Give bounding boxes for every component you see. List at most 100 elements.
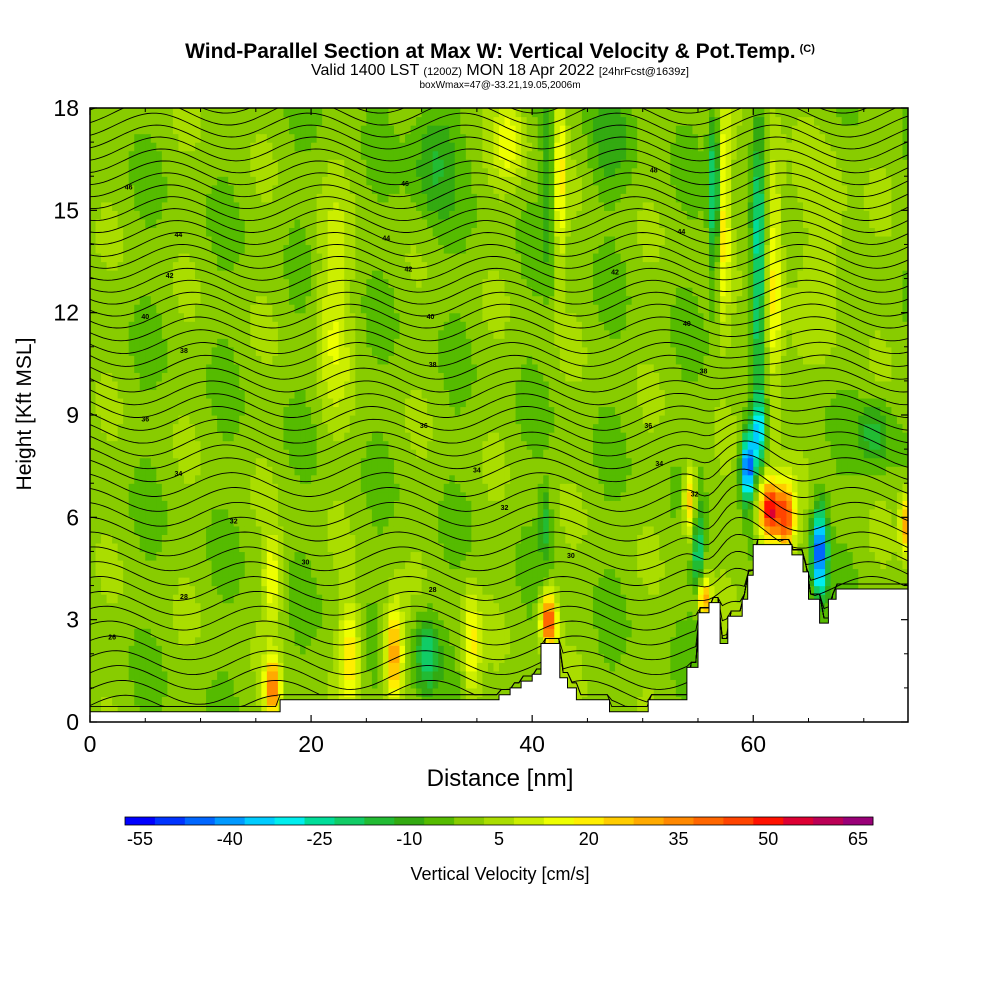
velocity-cell — [222, 474, 229, 484]
velocity-cell — [128, 568, 135, 578]
velocity-cell — [322, 491, 329, 501]
velocity-cell — [819, 491, 826, 501]
velocity-cell — [416, 611, 423, 621]
velocity-cell — [255, 662, 262, 672]
velocity-cell — [592, 500, 600, 510]
velocity-cell — [195, 611, 202, 621]
velocity-cell — [847, 500, 854, 510]
velocity-cell — [156, 619, 163, 629]
velocity-cell — [123, 491, 130, 501]
velocity-cell — [642, 602, 649, 612]
velocity-cell — [277, 500, 285, 510]
velocity-cell — [377, 559, 384, 570]
velocity-cell — [587, 483, 594, 493]
velocity-cell — [703, 559, 710, 570]
velocity-cell — [587, 687, 594, 698]
velocity-cell — [537, 602, 544, 612]
velocity-cell — [123, 517, 130, 527]
velocity-cell — [609, 679, 616, 689]
velocity-cell — [101, 491, 108, 501]
velocity-cell — [206, 542, 213, 553]
velocity-cell — [90, 525, 97, 535]
velocity-cell — [228, 551, 235, 561]
velocity-cell — [366, 500, 373, 510]
velocity-cell — [95, 636, 102, 646]
velocity-cell — [460, 594, 467, 604]
velocity-cell — [504, 619, 511, 629]
velocity-cell — [515, 449, 522, 459]
velocity-cell — [405, 551, 412, 561]
velocity-cell — [742, 491, 749, 501]
velocity-cell — [156, 474, 163, 484]
velocity-cell — [615, 559, 622, 570]
velocity-cell — [758, 534, 765, 544]
velocity-cell — [615, 679, 622, 689]
velocity-cell — [631, 653, 638, 663]
velocity-cell — [344, 679, 351, 689]
velocity-cell — [189, 679, 196, 689]
velocity-cell — [305, 542, 312, 553]
velocity-cell — [725, 440, 732, 450]
velocity-cell — [333, 611, 340, 621]
velocity-cell — [405, 432, 412, 442]
velocity-cell — [532, 653, 539, 663]
velocity-cell — [200, 602, 207, 612]
velocity-cell — [438, 662, 445, 672]
velocity-cell — [200, 466, 207, 476]
velocity-cell — [808, 474, 815, 484]
velocity-cell — [172, 568, 180, 578]
velocity-cell — [598, 679, 605, 689]
velocity-cell — [123, 474, 130, 484]
velocity-cell — [399, 619, 406, 629]
velocity-cell — [427, 670, 434, 680]
velocity-cell — [189, 457, 196, 467]
velocity-cell — [183, 645, 191, 655]
velocity-cell — [609, 653, 616, 663]
velocity-cell — [587, 679, 594, 689]
velocity-cell — [747, 483, 754, 493]
velocity-cell — [642, 466, 649, 476]
velocity-cell — [615, 551, 622, 561]
velocity-cell — [626, 585, 633, 595]
velocity-cell — [515, 585, 522, 595]
velocity-cell — [814, 534, 821, 544]
velocity-cell — [117, 440, 124, 450]
velocity-cell — [161, 440, 168, 450]
velocity-cell — [681, 602, 688, 612]
velocity-cell — [626, 525, 633, 535]
velocity-cell — [703, 551, 710, 561]
velocity-cell — [493, 662, 500, 672]
velocity-cell — [709, 517, 716, 527]
velocity-cell — [896, 500, 904, 510]
velocity-cell — [355, 645, 362, 655]
velocity-cell — [333, 474, 340, 484]
velocity-cell — [388, 645, 395, 655]
velocity-cell — [476, 645, 484, 655]
velocity-cell — [742, 551, 749, 561]
velocity-cell — [427, 449, 434, 459]
velocity-cell — [371, 636, 379, 646]
velocity-cell — [333, 559, 340, 570]
velocity-cell — [642, 704, 649, 715]
velocity-cell — [653, 483, 660, 493]
velocity-cell — [681, 483, 688, 493]
velocity-cell — [581, 628, 589, 638]
velocity-cell — [476, 662, 484, 672]
velocity-cell — [720, 602, 727, 612]
velocity-cell — [272, 602, 279, 612]
velocity-cell — [161, 602, 168, 612]
velocity-cell — [664, 585, 671, 595]
velocity-cell — [543, 585, 550, 595]
velocity-cell — [592, 559, 600, 570]
velocity-cell — [731, 483, 738, 493]
velocity-cell — [366, 679, 373, 689]
velocity-cell — [659, 551, 666, 561]
velocity-cell — [272, 594, 279, 604]
velocity-cell — [559, 645, 566, 655]
velocity-cell — [294, 466, 301, 476]
velocity-cell — [228, 662, 235, 672]
velocity-cell — [537, 525, 544, 535]
velocity-cell — [405, 679, 412, 689]
velocity-cell — [233, 491, 240, 501]
velocity-cell — [211, 679, 218, 689]
